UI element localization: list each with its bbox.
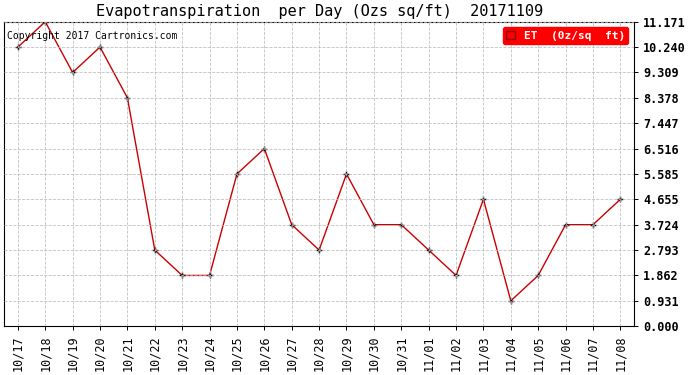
Text: Copyright 2017 Cartronics.com: Copyright 2017 Cartronics.com: [8, 31, 178, 41]
Legend: ET  (0z/sq  ft): ET (0z/sq ft): [503, 27, 629, 44]
Title: Evapotranspiration  per Day (Ozs sq/ft)  20171109: Evapotranspiration per Day (Ozs sq/ft) 2…: [95, 4, 542, 19]
